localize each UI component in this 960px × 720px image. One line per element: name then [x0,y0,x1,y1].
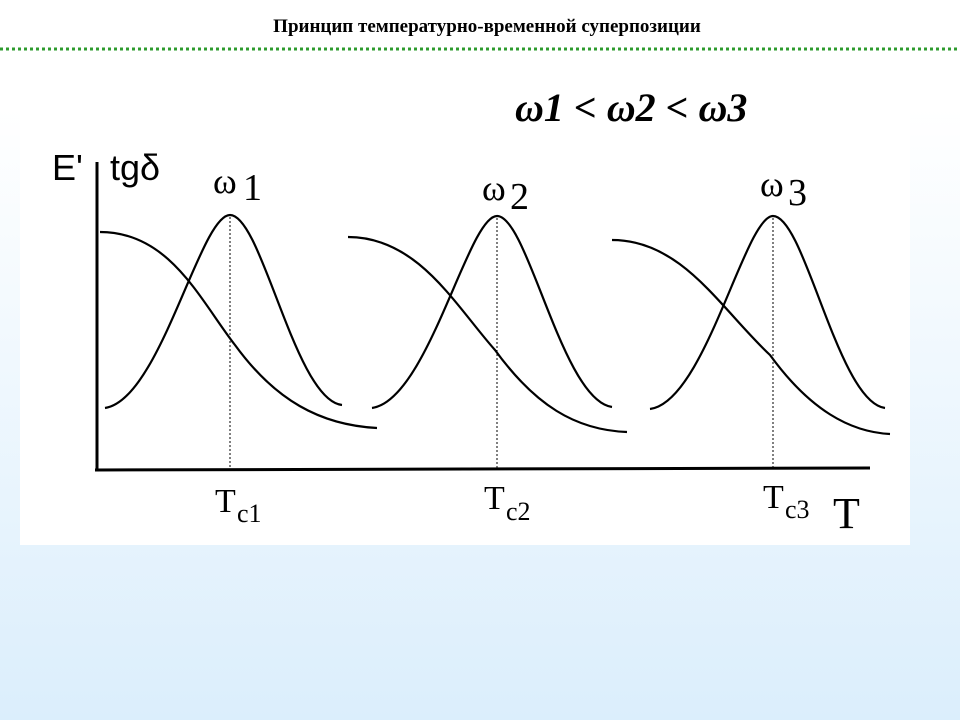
diagram-panel [20,103,910,545]
temperature-subscript: c2 [506,497,531,526]
loss-peak [371,214,613,410]
modulus-curve [99,230,378,430]
omega-symbol: ω [760,164,784,204]
y-label-modulus: E' [52,147,83,188]
modulus-curve [611,238,891,436]
omega-index: 3 [788,172,807,214]
x-label: T [833,489,860,538]
omega-symbol: ω [213,161,237,201]
omega-index: 2 [510,176,529,218]
omega-symbol: ω [482,168,506,208]
x-axis [94,466,871,472]
slide-title: Принцип температурно-временной суперпози… [273,16,701,37]
omega-index: 1 [243,167,262,209]
modulus-curve [347,235,628,434]
temperature-subscript: c1 [237,499,262,528]
temperature-subscript: c3 [785,495,810,524]
y-label-loss: tgδ [110,147,160,188]
frequency-relation: ω1 < ω2 < ω3 [515,85,747,130]
temperature-symbol: T [215,483,236,520]
temperature-symbol: T [763,479,784,516]
loss-peak [104,213,343,410]
loss-peak [649,214,886,411]
temperature-symbol: T [484,480,505,517]
